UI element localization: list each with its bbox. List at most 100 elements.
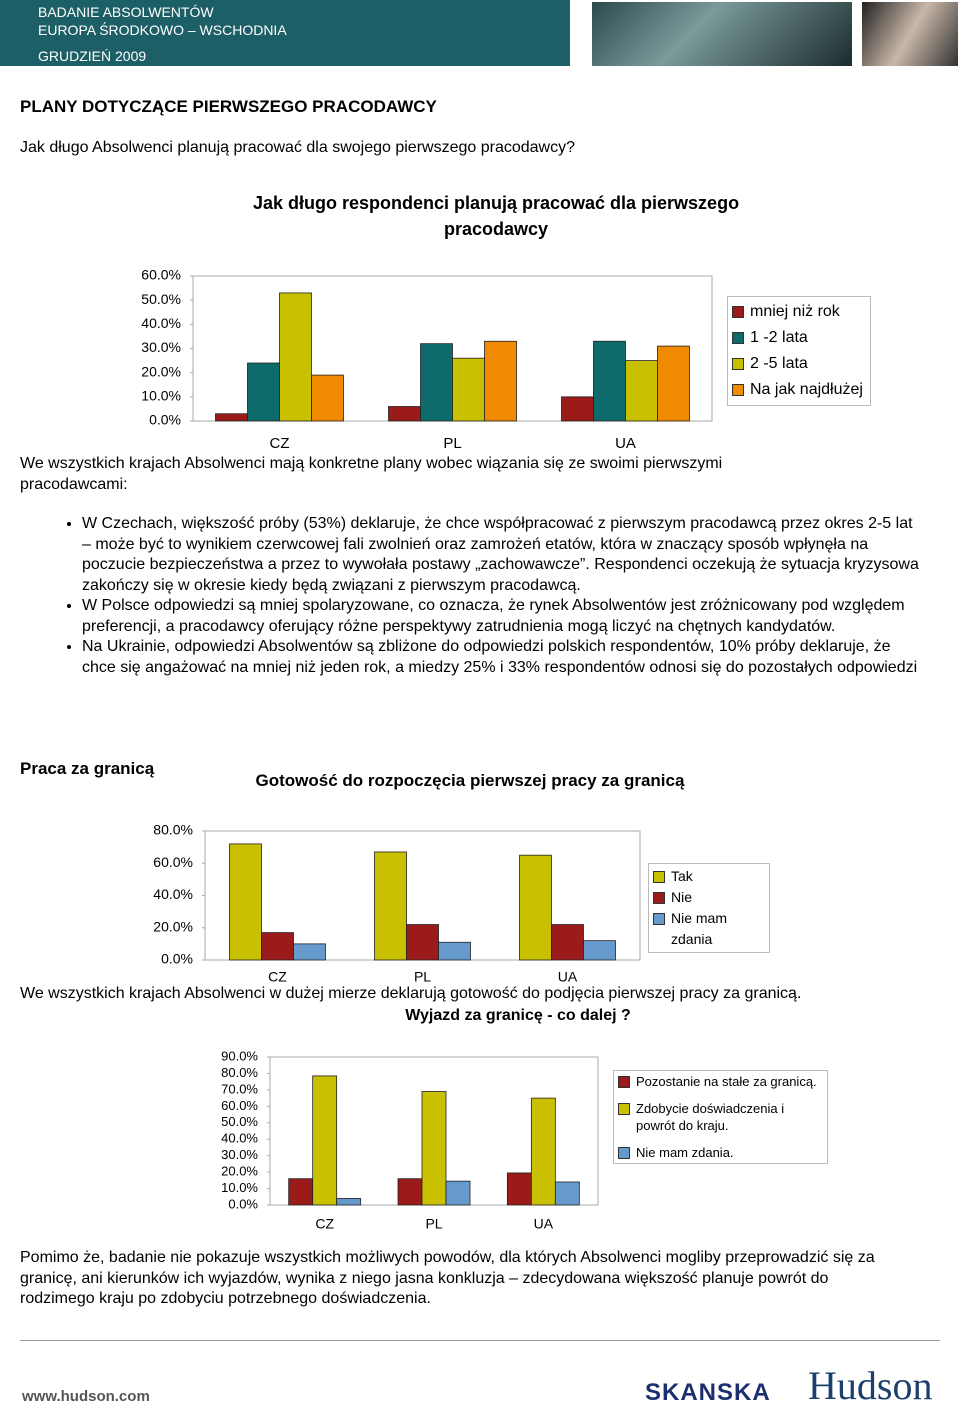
- x-tick-label: UA: [558, 969, 578, 985]
- bar: [561, 396, 594, 422]
- legend-swatch: [732, 358, 744, 370]
- section-heading: PLANY DOTYCZĄCE PIERWSZEGO PRACODAWCY: [20, 97, 437, 116]
- bar: [261, 932, 294, 961]
- bullet: W Czechach, większość próby (53%) deklar…: [82, 514, 922, 596]
- summary: We wszystkich krajach Absolwenci w dużej…: [20, 985, 802, 1002]
- bar: [229, 843, 262, 961]
- legend-swatch: [618, 1102, 630, 1115]
- y-tick-label: 40.0%: [153, 886, 193, 902]
- legend-swatch: [653, 870, 665, 883]
- legend: Tak Nie Nie mam zdania: [648, 863, 770, 953]
- header-image: [862, 2, 958, 66]
- bar: [657, 345, 690, 422]
- header-line: BADANIE ABSOLWENTÓW: [38, 4, 214, 20]
- legend-swatch: [732, 306, 744, 318]
- header-title: BADANIE ABSOLWENTÓW EUROPA ŚRODKOWO – WS…: [38, 3, 287, 65]
- chart-title: Jak długo respondenci planują pracować d…: [252, 193, 740, 239]
- x-tick-label: PL: [425, 1216, 442, 1232]
- bar: [484, 340, 517, 422]
- section-heading: Praca za granicą: [20, 759, 155, 778]
- header-band: [0, 0, 570, 66]
- x-tick-label: PL: [443, 435, 461, 452]
- legend-label: Tak: [671, 868, 693, 884]
- legend: mniej niż rok 1 -2 lata 2 -5 lata Na jak na…: [727, 296, 871, 406]
- legend-entry: Nie mam zdania.: [618, 1144, 823, 1161]
- bullet: Na Ukrainie, odpowiedzi Absolwentów są z…: [82, 637, 922, 678]
- bullet-list: W Czechach, większość próby (53%) deklar…: [20, 514, 922, 678]
- legend-swatch: [618, 1075, 630, 1088]
- legend: Pozostanie na stałe za granicą. Zdobycie …: [613, 1070, 828, 1164]
- y-tick-label: 20.0%: [153, 918, 193, 934]
- legend-entry: Tak: [653, 866, 765, 887]
- legend-swatch: [732, 384, 744, 396]
- bar: [445, 1180, 471, 1206]
- y-tick-label: 60.0%: [153, 854, 193, 870]
- conclusion: Pomimo że, badanie nie pokazuje wszystki…: [20, 1249, 875, 1307]
- legend-label: 2 -5 lata: [750, 355, 808, 372]
- legend-label: Nie: [671, 889, 693, 905]
- bar: [215, 413, 248, 422]
- y-tick-label: 90.0%: [221, 1048, 258, 1063]
- y-tick-label: 50.0%: [141, 291, 181, 307]
- logo: Hudson: [808, 1363, 933, 1408]
- header-date: GRUDZIEŃ 2009: [38, 48, 147, 64]
- y-tick-label: 80.0%: [221, 1065, 258, 1080]
- bar: [336, 1198, 362, 1206]
- y-tick-label: 10.0%: [221, 1180, 258, 1195]
- y-tick-label: 40.0%: [221, 1131, 258, 1146]
- bar: [421, 1091, 447, 1206]
- y-tick-label: 0.0%: [149, 412, 181, 428]
- bar: [374, 851, 407, 961]
- y-tick-label: 60.0%: [221, 1098, 258, 1113]
- legend-entry: Nie: [653, 887, 765, 908]
- x-tick-label: CZ: [268, 969, 287, 985]
- x-tick-label: CZ: [270, 435, 290, 452]
- bar: [583, 940, 616, 961]
- x-tick-label: CZ: [315, 1216, 334, 1232]
- bar: [530, 1097, 556, 1206]
- x-tick-label: PL: [414, 969, 431, 985]
- y-tick-label: 10.0%: [141, 388, 181, 404]
- bar: [311, 374, 344, 422]
- bar: [551, 924, 584, 961]
- bar: [625, 360, 658, 422]
- legend-entry: Pozostanie na stałe za granicą.: [618, 1073, 823, 1090]
- header-line: EUROPA ŚRODKOWO – WSCHODNIA: [38, 22, 287, 38]
- bar: [397, 1178, 423, 1206]
- legend-label: 1 -2 lata: [750, 329, 808, 346]
- y-tick-label: 0.0%: [228, 1196, 258, 1211]
- bar: [312, 1075, 338, 1206]
- legend-label: Na jak najdłużej: [750, 381, 863, 398]
- legend-label: Nie mam zdania.: [636, 1145, 734, 1160]
- y-tick-label: 20.0%: [221, 1164, 258, 1179]
- bar: [288, 1178, 314, 1206]
- legend-label: Nie mam zdania: [671, 910, 728, 947]
- legend-swatch: [653, 912, 665, 925]
- bar: [452, 357, 485, 422]
- bar: [506, 1172, 532, 1206]
- header-image: [592, 2, 852, 66]
- bar: [420, 343, 453, 422]
- legend-entry: Na jak najdłużej: [732, 377, 866, 403]
- y-tick-label: 30.0%: [141, 339, 181, 355]
- legend-swatch: [618, 1146, 630, 1159]
- logo: SKANSKA: [645, 1379, 771, 1406]
- legend-entry: 2 -5 lata: [732, 351, 866, 377]
- y-tick-label: 70.0%: [221, 1081, 258, 1096]
- y-tick-label: 30.0%: [221, 1147, 258, 1162]
- bar: [293, 943, 326, 961]
- bar: [438, 941, 471, 961]
- bar: [554, 1181, 580, 1206]
- footer-url[interactable]: www.hudson.com: [22, 1388, 150, 1405]
- y-tick-label: 60.0%: [141, 267, 181, 283]
- bar: [593, 340, 626, 422]
- legend-entry: mniej niż rok: [732, 299, 866, 325]
- bullet: W Polsce odpowiedzi są mniej spolaryzowa…: [82, 596, 922, 637]
- y-tick-label: 40.0%: [141, 315, 181, 331]
- y-tick-label: 80.0%: [153, 822, 193, 838]
- x-tick-label: UA: [534, 1216, 554, 1232]
- y-tick-label: 50.0%: [221, 1114, 258, 1129]
- question: Jak długo Absolwenci planują pracować dl…: [20, 139, 575, 156]
- x-tick-label: UA: [615, 435, 636, 452]
